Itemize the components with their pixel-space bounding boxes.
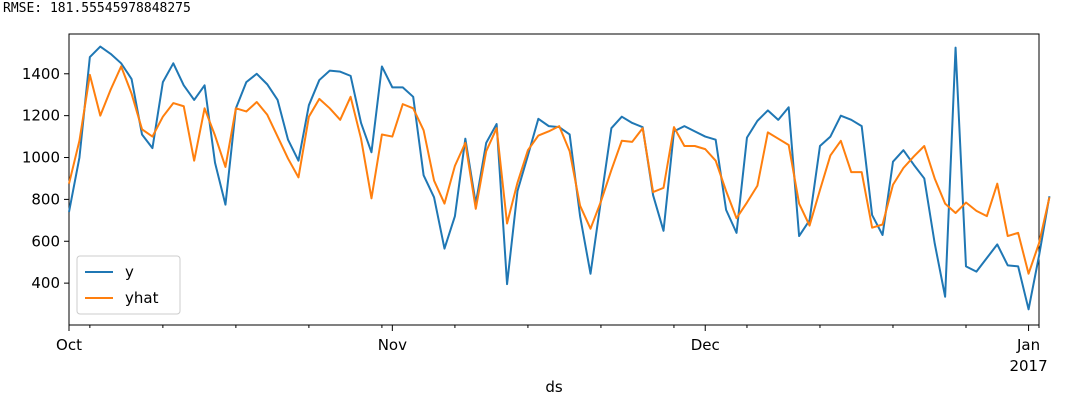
series-line-yhat	[68, 65, 1051, 275]
x-tick-label: Oct	[56, 336, 82, 354]
series-line-y	[68, 45, 1051, 311]
y-tick-label: 1200	[22, 107, 60, 125]
axes-frame	[68, 33, 1040, 326]
x-axis-label: ds	[545, 378, 563, 396]
x-tick-label: Dec	[691, 336, 720, 354]
legend: y yhat	[76, 255, 181, 315]
y-tick-label: 1000	[22, 149, 60, 167]
y-tick-label: 400	[31, 274, 60, 292]
x-tick-label: Nov	[378, 336, 407, 354]
x-tick-label: Jan	[1016, 336, 1040, 354]
legend-box	[76, 255, 181, 315]
y-tick-label: 1400	[22, 65, 60, 83]
x-tick-sublabel: 2017	[1009, 357, 1047, 375]
series-group	[68, 45, 1051, 311]
y-tick-label: 800	[31, 190, 60, 208]
x-axis: Oct Nov Dec Jan 2017	[56, 325, 1048, 375]
legend-label-yhat: yhat	[125, 289, 159, 307]
rmse-readout: RMSE: 181.55545978848275	[3, 1, 191, 16]
legend-label-y: y	[125, 263, 134, 281]
y-axis: 400 600 800 1000 1200 1400	[22, 65, 69, 292]
plot-area-border	[68, 33, 1040, 326]
y-tick-label: 600	[31, 232, 60, 250]
